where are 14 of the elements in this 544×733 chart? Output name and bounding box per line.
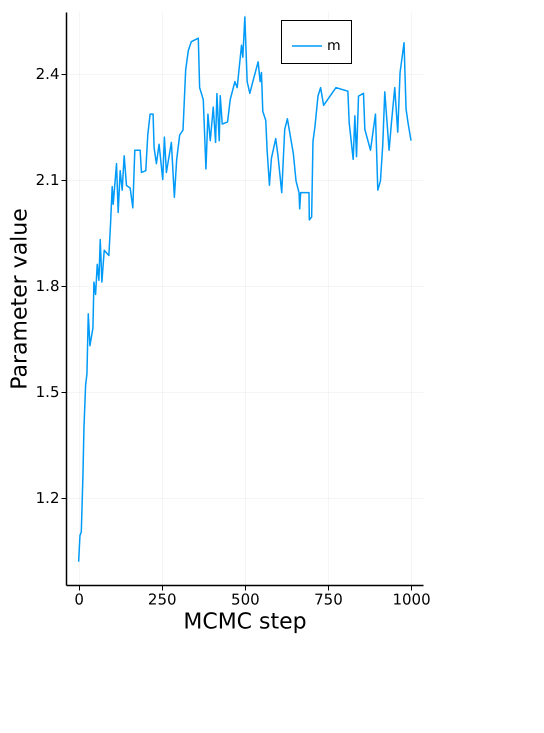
x-tick-label: 250 (148, 590, 177, 608)
x-axis-title: MCMC step (183, 610, 307, 634)
y-tick-label: 1.2 (36, 489, 60, 508)
x-tick-label: 500 (231, 590, 260, 608)
line-series (78, 16, 412, 562)
y-tick-label: 2.4 (36, 65, 60, 84)
x-tick-label: 1000 (392, 590, 431, 608)
x-tick-label: 0 (74, 590, 84, 608)
y-axis-title: Parameter value (8, 208, 33, 390)
y-tick-label: 2.1 (36, 171, 60, 190)
x-tick-label: 750 (314, 590, 343, 608)
legend-label: m (327, 38, 341, 54)
y-tick-label: 1.5 (36, 383, 60, 402)
y-tick-label: 1.8 (36, 277, 60, 296)
